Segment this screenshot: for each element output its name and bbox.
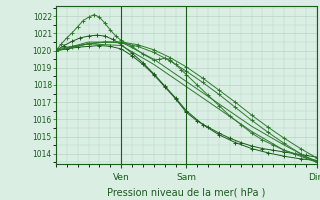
X-axis label: Pression niveau de la mer( hPa ): Pression niveau de la mer( hPa ) xyxy=(107,188,266,198)
